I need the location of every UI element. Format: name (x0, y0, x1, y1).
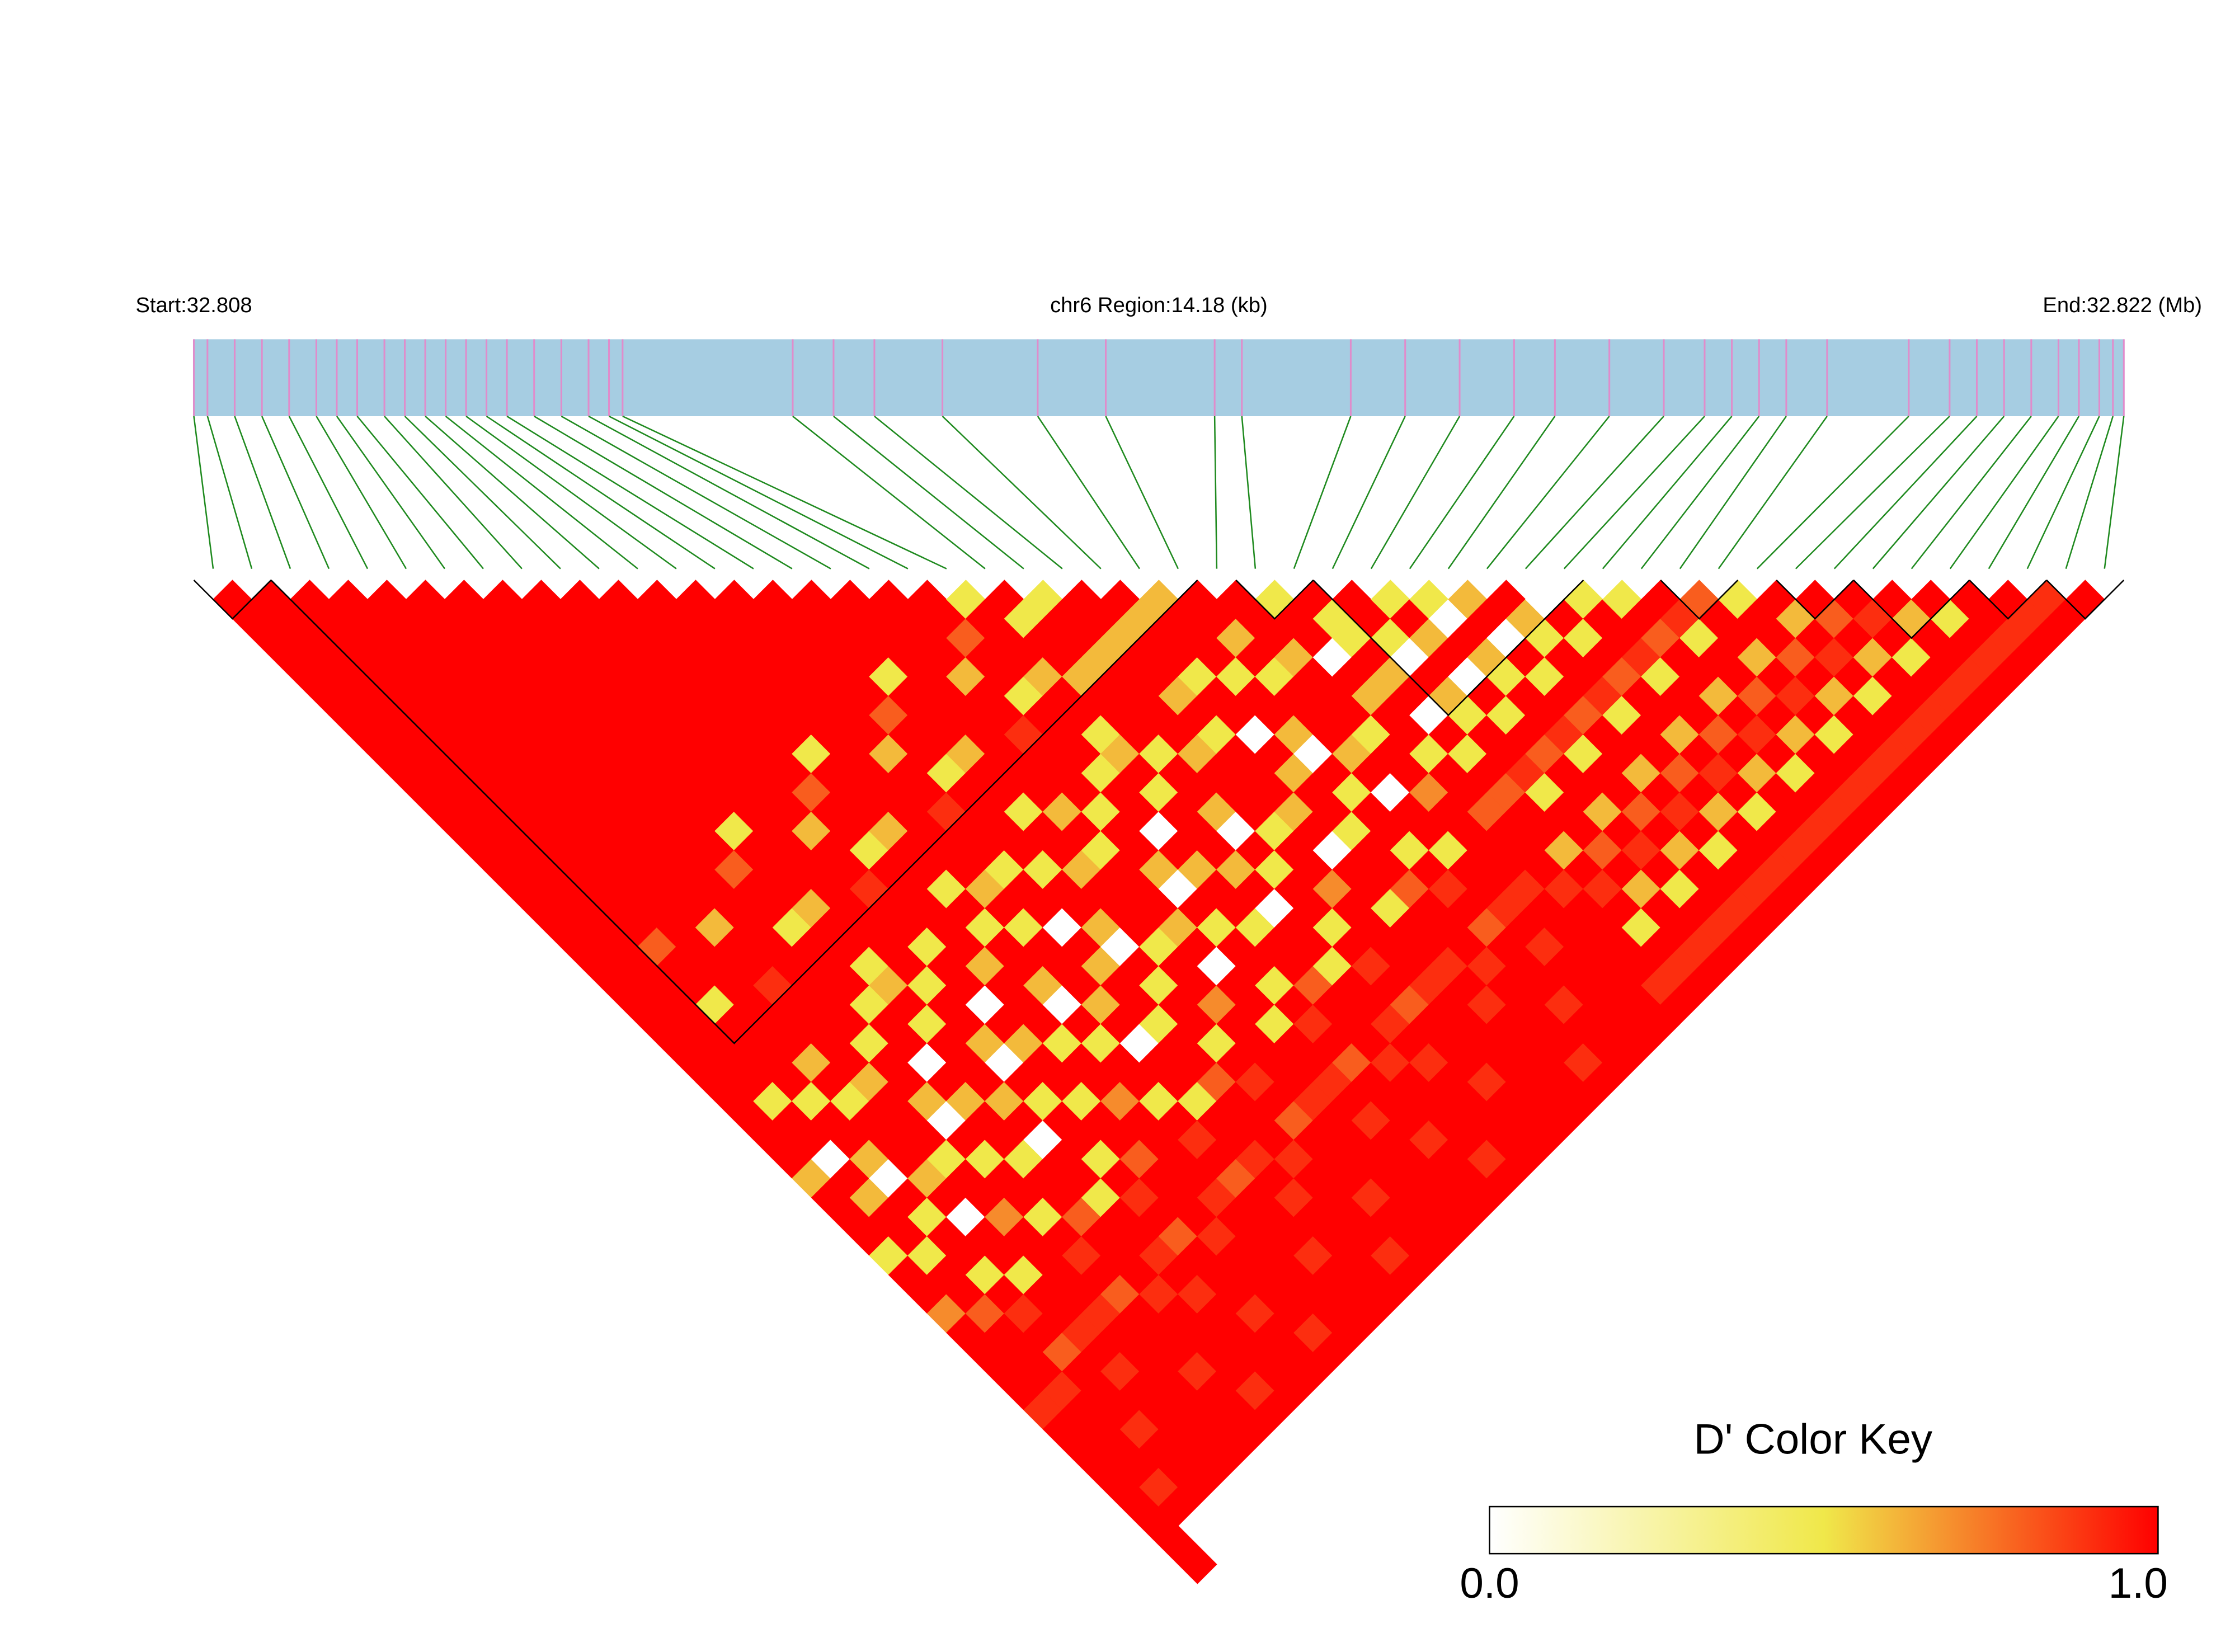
snp-link (874, 416, 1063, 570)
snp-link (1795, 416, 1950, 570)
ld-block (1969, 580, 2048, 620)
ld-block (1776, 580, 1855, 620)
snp-link (1949, 416, 2059, 570)
snp-link (404, 416, 561, 570)
snp-link (588, 415, 870, 570)
snp-link (1037, 416, 1140, 570)
snp-link (1988, 416, 2080, 570)
ld-block (1853, 580, 1970, 639)
snp-link (288, 416, 369, 570)
snp-link (1213, 416, 1218, 569)
snp-link (486, 415, 716, 570)
ld-block (1312, 580, 1584, 717)
snp-link (425, 416, 600, 570)
snp-link (1331, 416, 1406, 570)
snp-link (1563, 416, 1705, 570)
color-key-tick-label: 1.0 (2109, 1560, 2168, 1607)
snp-link (1447, 416, 1556, 570)
snp-link (1602, 416, 1733, 570)
snp-link (356, 416, 484, 570)
ld-block (1660, 580, 1739, 620)
snp-link (1486, 416, 1610, 570)
end-label: End:32.822 (Mb) (2043, 293, 2202, 317)
snp-link (1640, 416, 1760, 570)
snp-link (1872, 416, 2005, 570)
snp-link (465, 415, 677, 570)
snp-link (622, 415, 947, 570)
ld-block (1235, 580, 1314, 620)
color-key-bar (1489, 1505, 2159, 1555)
snp-link (1718, 416, 1828, 570)
snp-link (506, 415, 754, 570)
snp-link (206, 416, 253, 569)
snp-link (316, 416, 407, 570)
snp-link (1524, 416, 1664, 570)
ld-block (2046, 580, 2125, 620)
snp-link (1679, 416, 1787, 570)
snp-link (2026, 416, 2100, 570)
color-key-title: D' Color Key (1694, 1416, 1933, 1463)
snp-link (1756, 416, 1909, 570)
snp-link (1241, 416, 1257, 569)
snp-link (792, 416, 986, 570)
region-label: chr6 Region:14.18 (kb) (1050, 293, 1268, 317)
ld-cell (1178, 1545, 1217, 1584)
snp-link (1409, 416, 1515, 570)
snp-link (1293, 416, 1352, 570)
snp-link (1833, 416, 1978, 570)
snp-link (445, 416, 638, 570)
snp-link (608, 415, 909, 570)
start-label: Start:32.808 (135, 293, 252, 317)
ld-heatmap (213, 580, 2105, 1584)
snp-link (1105, 416, 1179, 570)
snp-link (261, 416, 330, 570)
snp-link (193, 416, 214, 569)
snp-link (833, 416, 1024, 570)
snp-link (534, 415, 793, 570)
snp-link (1370, 416, 1461, 570)
snp-link (1911, 416, 2032, 570)
color-key-tick-label: 0.0 (1460, 1560, 1519, 1607)
snp-link (2104, 416, 2125, 569)
snp-link (2065, 416, 2114, 569)
snp-link (561, 415, 831, 570)
snp-link (384, 416, 523, 570)
snp-link (942, 416, 1102, 570)
ld-block (193, 580, 272, 620)
snp-link (234, 416, 291, 570)
gene-bar (194, 339, 2124, 416)
ld-block (270, 580, 1198, 1044)
snp-link (336, 416, 446, 570)
